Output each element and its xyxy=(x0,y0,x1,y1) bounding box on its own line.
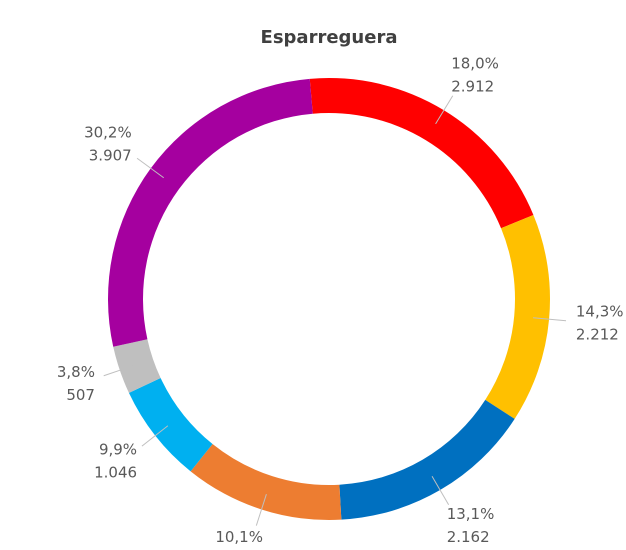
value-label: 507 xyxy=(66,386,95,404)
leader-line xyxy=(103,364,136,377)
donut-segment xyxy=(485,214,551,419)
leader-line xyxy=(141,425,169,447)
leader-line xyxy=(533,317,567,322)
percent-label: 30,2% xyxy=(84,124,132,142)
value-label: 1.046 xyxy=(94,463,137,481)
leader-line xyxy=(431,475,450,505)
leader-line xyxy=(255,494,267,526)
percent-label: 9,9% xyxy=(99,440,137,458)
value-label: 2.162 xyxy=(447,528,490,546)
donut-segment xyxy=(309,77,534,229)
percent-label: 18,0% xyxy=(451,55,499,73)
donut-segment xyxy=(128,378,213,472)
percent-label: 13,1% xyxy=(447,505,495,523)
value-label: 3.907 xyxy=(89,147,132,165)
percent-label: 10,1% xyxy=(215,528,263,546)
percent-label: 3,8% xyxy=(57,363,95,381)
chart-title: Esparreguera xyxy=(261,27,398,48)
donut-segment xyxy=(113,339,161,393)
value-label: 2.212 xyxy=(576,325,619,343)
leader-line xyxy=(136,157,164,179)
percent-label: 14,3% xyxy=(576,302,624,320)
value-label: 2.912 xyxy=(451,78,494,96)
donut-segment xyxy=(108,78,313,347)
donut-segment xyxy=(339,399,515,520)
leader-line xyxy=(435,95,454,125)
donut-segment xyxy=(190,444,342,521)
